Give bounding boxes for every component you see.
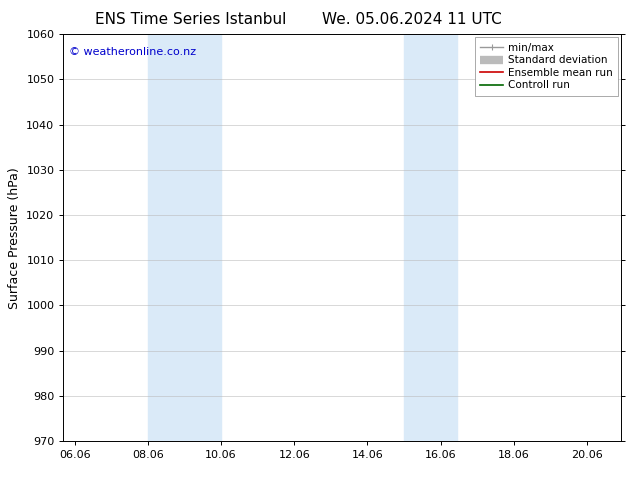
Legend: min/max, Standard deviation, Ensemble mean run, Controll run: min/max, Standard deviation, Ensemble me… — [475, 37, 618, 96]
Text: © weatheronline.co.nz: © weatheronline.co.nz — [69, 47, 196, 56]
Bar — [404, 34, 456, 441]
Text: We. 05.06.2024 11 UTC: We. 05.06.2024 11 UTC — [322, 12, 502, 27]
Bar — [148, 34, 221, 441]
Y-axis label: Surface Pressure (hPa): Surface Pressure (hPa) — [8, 167, 21, 309]
Text: ENS Time Series Istanbul: ENS Time Series Istanbul — [94, 12, 286, 27]
